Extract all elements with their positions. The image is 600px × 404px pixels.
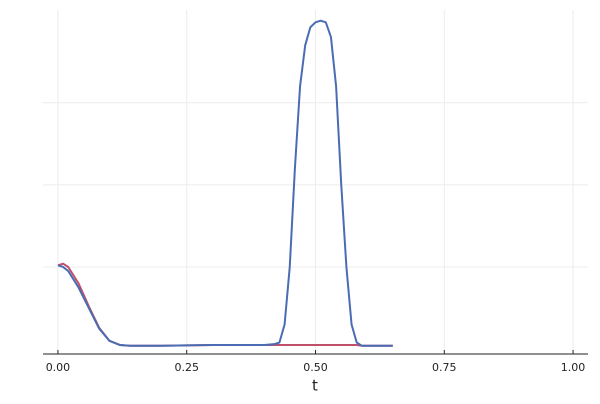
x-tick-label: 1.00 (561, 361, 586, 374)
x-tick-label: 0.75 (432, 361, 457, 374)
line-series (57, 262, 393, 347)
line-series (57, 19, 393, 347)
x-tick-label: 0.25 (174, 361, 199, 374)
x-axis-label: t (312, 377, 318, 395)
x-tick-label: 0.50 (303, 361, 328, 374)
x-tick-label: 0.00 (46, 361, 71, 374)
